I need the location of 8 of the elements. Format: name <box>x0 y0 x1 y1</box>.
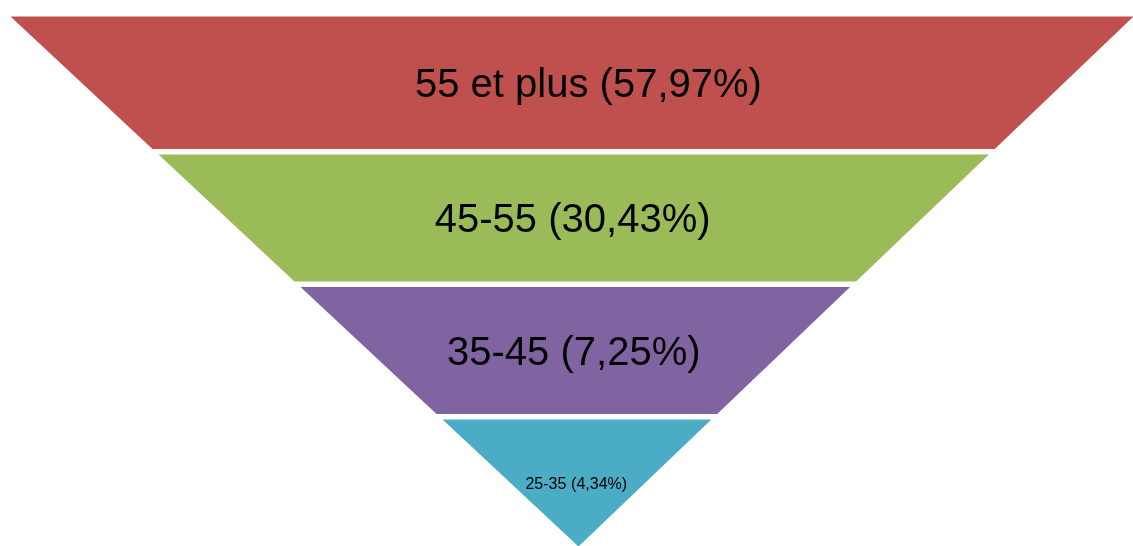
category-label: 25-35 <box>525 475 567 493</box>
category-label: 35-45 <box>446 328 550 373</box>
data-label: (7,25%) <box>560 328 701 373</box>
data-label: (57,97%) <box>599 60 762 105</box>
category-label: 55 et plus <box>414 60 589 105</box>
category-label: 45-55 <box>434 196 538 241</box>
data-label: (4,34%) <box>571 474 628 492</box>
data-label: (30,43%) <box>548 196 711 241</box>
